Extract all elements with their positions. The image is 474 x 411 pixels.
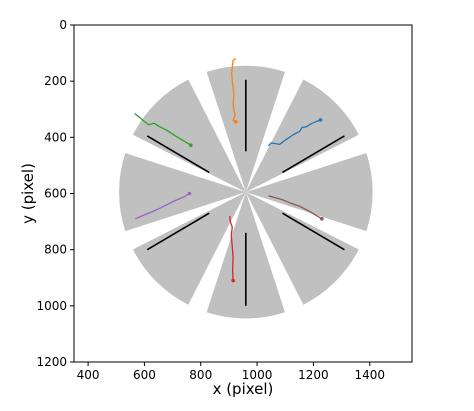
x-tick-label: 800	[189, 368, 212, 382]
x-axis-label: x (pixel)	[213, 380, 274, 398]
trajectory-line	[268, 195, 323, 220]
sector-bar	[282, 212, 345, 251]
x-tick-label: 1000	[242, 368, 273, 382]
sector-bar	[146, 212, 210, 251]
sector-bars	[146, 79, 345, 306]
y-tick-label: 0	[59, 18, 67, 32]
trajectory-end-point	[320, 216, 324, 221]
trajectory-line	[231, 58, 237, 123]
trajectory-line	[267, 119, 321, 147]
arena-sector	[245, 192, 359, 305]
arena-sector	[245, 79, 359, 193]
y-tick-label: 200	[44, 74, 67, 88]
y-tick-label: 800	[44, 243, 67, 257]
sector-bar	[146, 135, 210, 174]
arena-sector	[132, 79, 246, 193]
y-tick-label: 1200	[36, 355, 67, 369]
trajectory-line	[229, 215, 234, 281]
x-tick-label: 1200	[298, 368, 329, 382]
y-tick-label: 1000	[36, 299, 67, 313]
y-tick-label: 400	[44, 130, 67, 144]
trajectory-end-point	[187, 191, 192, 196]
y-axis-label: y (pixel)	[19, 163, 37, 224]
x-axis-ticks: 400 600 800 1000 1200 1400	[77, 362, 385, 382]
x-tick-label: 600	[133, 368, 156, 382]
sector-bar	[282, 135, 345, 174]
arena-sector	[132, 192, 246, 305]
trajectory-line	[135, 192, 190, 220]
trajectory-line	[134, 112, 192, 146]
x-tick-label: 1400	[354, 368, 385, 382]
y-axis-ticks: 0 200 400 600 800 1000 1200	[36, 18, 74, 369]
arena-sector	[245, 153, 373, 232]
x-tick-label: 400	[77, 368, 100, 382]
trajectories	[134, 58, 324, 283]
trajectory-end-point	[189, 143, 193, 147]
trajectory-end-point	[234, 120, 238, 124]
y-tick-label: 600	[44, 187, 67, 201]
trajectory-end-point	[231, 278, 235, 283]
trajectory-end-point	[318, 118, 323, 122]
